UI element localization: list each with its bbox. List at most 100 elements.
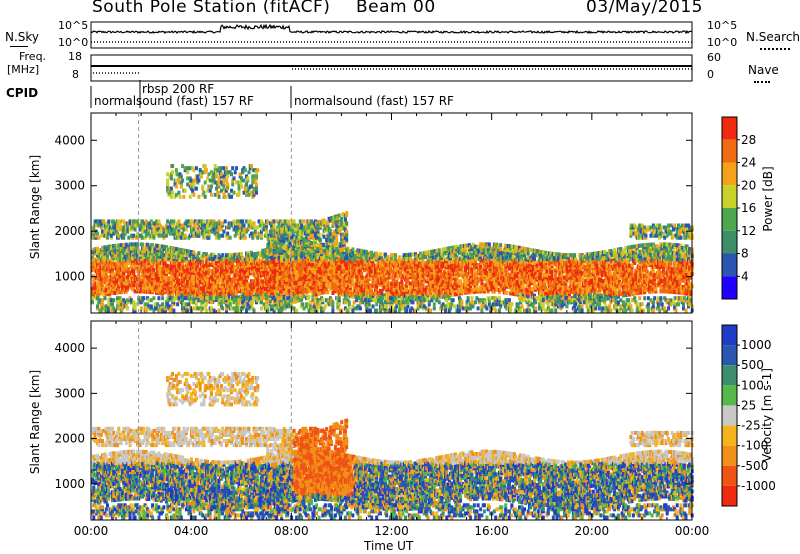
nave-tick-bottom: 0 (707, 68, 714, 81)
scatter-cell (480, 281, 484, 286)
scatter-cell (217, 253, 221, 258)
scatter-cell (356, 260, 360, 265)
scatter-cell (459, 279, 463, 284)
scatter-cell (188, 253, 192, 258)
scatter-cell (348, 289, 352, 294)
scatter-cell (485, 242, 489, 247)
scatter-cell (404, 263, 407, 268)
scatter-cell (241, 288, 245, 293)
scatter-cell (496, 244, 500, 249)
scatter-cell (326, 290, 330, 295)
scatter-cell (475, 273, 479, 278)
scatter-cell (223, 279, 227, 284)
freq-label-1: Freq. (19, 50, 47, 63)
scatter-cell (127, 273, 131, 278)
scatter-cell (261, 267, 265, 272)
scatter-cell (152, 267, 156, 272)
scatter-cell (204, 252, 208, 257)
scatter-cell (111, 258, 114, 263)
scatter-cell (202, 264, 206, 269)
date-title: 03/May/2015 (586, 0, 703, 17)
scatter-cell (144, 279, 148, 284)
scatter-cell (161, 256, 165, 261)
scatter-cell (502, 272, 506, 277)
scatter-cell (380, 283, 384, 287)
scatter-cell (449, 280, 453, 285)
scatter-cell (213, 265, 217, 270)
scatter-cell (94, 259, 98, 264)
scatter-cell (470, 267, 474, 272)
scatter-cell (461, 274, 465, 279)
scatter-cell (313, 242, 317, 247)
scatter-cell (353, 264, 357, 269)
scatter-cell (380, 256, 384, 261)
scatter-cell (209, 275, 213, 280)
scatter-cell (103, 288, 107, 293)
scatter-cell (151, 286, 155, 291)
scatter-cell (104, 277, 108, 282)
nsky-trace (90, 23, 693, 35)
scatter-cell (409, 256, 412, 261)
scatter-cell (174, 247, 178, 252)
scatter-cell (237, 258, 241, 263)
scatter-cell (192, 285, 196, 290)
scatter-cell (525, 271, 529, 276)
scatter-cell (362, 292, 366, 297)
scatter-cell (177, 247, 181, 252)
scatter-cell (241, 260, 245, 265)
scatter-cell (515, 276, 519, 281)
scatter-cell (126, 252, 130, 257)
scatter-cell (394, 257, 397, 262)
scatter-cell (113, 254, 117, 258)
scatter-cell (399, 265, 402, 270)
scatter-cell (156, 243, 160, 248)
scatter-cell (439, 260, 443, 265)
scatter-cell (469, 271, 473, 276)
scatter-cell (104, 284, 108, 288)
scatter-cell (504, 243, 508, 248)
scatter-cell (421, 284, 425, 288)
scatter-cell (156, 262, 160, 267)
scatter-cell (231, 259, 235, 264)
scatter-cell (97, 281, 101, 286)
scatter-cell (202, 274, 206, 279)
scatter-cell (466, 272, 470, 276)
scatter-cell (518, 284, 521, 289)
scatter-cell (192, 256, 196, 261)
scatter-cell (232, 293, 236, 298)
scatter-cell (523, 275, 526, 280)
scatter-cell (206, 281, 210, 285)
scatter-cell (534, 271, 538, 276)
scatter-cell (520, 277, 524, 281)
scatter-cell (506, 248, 510, 253)
scatter-cell (389, 267, 392, 272)
scatter-cell (499, 251, 503, 256)
scatter-cell (367, 254, 371, 259)
scatter-cell (144, 269, 148, 274)
scatter-cell (213, 275, 217, 280)
scatter-cell (462, 262, 466, 267)
scatter-cell (345, 291, 349, 296)
scatter-cell (364, 260, 367, 264)
scatter-cell (544, 291, 548, 296)
scatter-cell (523, 269, 526, 274)
scatter-cell (212, 287, 216, 292)
scatter-cell (496, 249, 500, 253)
scatter-cell (370, 289, 374, 294)
scatter-cell (202, 251, 206, 256)
scatter-cell (101, 245, 104, 250)
scatter-cell (504, 245, 508, 250)
scatter-cell (472, 287, 476, 292)
scatter-cell (177, 278, 181, 283)
scatter-cell (548, 273, 551, 278)
scatter-cell (392, 277, 396, 282)
scatter-cell (133, 289, 137, 294)
scatter-cell (422, 279, 426, 284)
scatter-cell (471, 259, 475, 264)
scatter-cell (475, 281, 479, 286)
scatter-cell (551, 292, 555, 297)
scatter-cell (485, 277, 489, 282)
scatter-cell (163, 283, 167, 288)
scatter-cell (218, 283, 222, 288)
scatter-cell (526, 247, 530, 252)
